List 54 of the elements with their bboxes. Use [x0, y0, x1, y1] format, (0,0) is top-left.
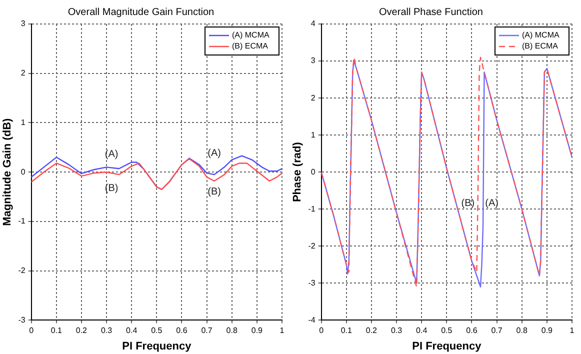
x-tick-label: 0.7: [201, 326, 213, 336]
y-tick-label: -1: [308, 204, 316, 214]
chart-title: Overall Magnitude Gain Function: [68, 6, 214, 18]
y-axis-title: Magnitude Gain (dB): [2, 118, 14, 226]
legend-label: (B) ECMA: [232, 42, 269, 51]
x-tick-label: 0.2: [366, 326, 378, 336]
x-tick-label: 1: [570, 326, 575, 336]
y-tick-label: -4: [308, 315, 316, 324]
y-tick-label: 0: [310, 167, 316, 176]
x-tick-label: 0.3: [100, 326, 113, 336]
x-tick-label: 0.3: [390, 326, 403, 336]
x-tick-label: 0.5: [441, 326, 453, 336]
x-tick-label: 0.8: [226, 326, 238, 336]
x-tick-label: 0.9: [541, 326, 554, 336]
x-tick-label: 0.7: [491, 326, 503, 336]
y-tick-label: 0: [20, 167, 26, 176]
y-tick-label: 2: [20, 68, 26, 78]
y-tick-label: -3: [308, 278, 316, 288]
x-tick-label: 0.5: [151, 326, 163, 336]
x-tick-label: 0.8: [516, 326, 528, 336]
x-tick-label: 0.4: [126, 326, 138, 336]
x-tick-label: 0.1: [50, 326, 62, 336]
x-axis-title: PI Frequency: [412, 340, 482, 352]
annotation: (A): [485, 198, 498, 210]
legend-label: (A) MCMA: [522, 30, 560, 40]
x-tick-label: 0: [319, 326, 324, 336]
y-tick-label: -2: [18, 266, 26, 276]
x-tick-label: 1: [280, 326, 285, 336]
x-tick-label: 0.2: [76, 326, 88, 336]
x-tick-label: 0.1: [340, 326, 352, 336]
y-tick-label: 3: [310, 56, 316, 66]
annotation: (A): [208, 148, 221, 160]
y-tick-label: -3: [18, 315, 26, 324]
y-tick-label: 1: [20, 118, 26, 127]
y-tick-label: 2: [310, 93, 316, 102]
y-tick-label: 4: [310, 19, 316, 28]
x-axis-title: PI Frequency: [122, 340, 192, 352]
annotation: (B): [208, 186, 221, 198]
y-axis-title: Phase (rad): [292, 142, 304, 202]
x-tick-label: 0.4: [416, 326, 428, 336]
x-tick-label: 0.9: [251, 326, 264, 336]
x-tick-label: 0: [29, 326, 34, 336]
chart-title: Overall Phase Function: [379, 6, 483, 18]
annotation: (A): [104, 149, 118, 160]
x-tick-label: 0.6: [466, 326, 478, 336]
y-tick-label: 1: [310, 130, 316, 140]
legend-label: (A) MCMA: [232, 30, 270, 40]
x-tick-label: 0.6: [176, 326, 188, 336]
annotation: (B): [104, 183, 118, 194]
y-tick-label: -1: [18, 216, 26, 226]
y-tick-label: -2: [308, 241, 316, 250]
y-tick-label: 3: [20, 19, 26, 28]
legend-label: (B) ECMA: [522, 42, 559, 51]
annotation: (B): [461, 198, 475, 210]
